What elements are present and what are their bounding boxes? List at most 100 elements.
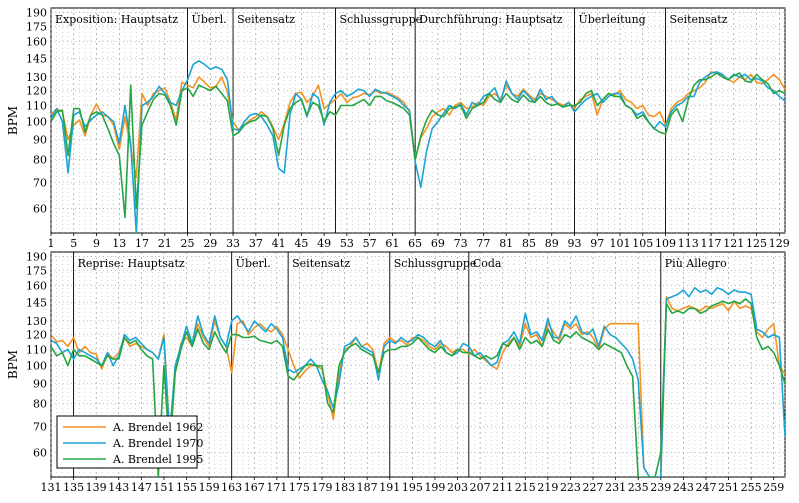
x-tick-label: 219 xyxy=(537,481,558,494)
y-tick-label: 110 xyxy=(26,343,47,356)
section-label: Seitensatz xyxy=(237,13,295,26)
x-tick-label: 167 xyxy=(244,481,265,494)
x-tick-label: 243 xyxy=(673,481,694,494)
section-label: Exposition: Hauptsatz xyxy=(55,13,178,26)
x-tick-label: 191 xyxy=(379,481,400,494)
series-group-top xyxy=(51,59,785,233)
x-tick-label: 13 xyxy=(112,237,126,250)
y-tick-label: 120 xyxy=(26,85,47,98)
y-tick-label: 160 xyxy=(26,280,47,293)
x-tick-label: 255 xyxy=(741,481,762,494)
section-label: Schlussgruppe xyxy=(394,257,477,270)
section-label: Überleitung xyxy=(578,12,645,26)
x-tick-label: 211 xyxy=(492,481,513,494)
x-tick-label: 183 xyxy=(334,481,355,494)
legend-label-1962: A. Brendel 1962 xyxy=(112,421,203,434)
x-tick-label: 179 xyxy=(312,481,333,494)
x-tick-label: 259 xyxy=(763,481,784,494)
x-tick-label: 175 xyxy=(289,481,310,494)
legend-item-1962: A. Brendel 1962 xyxy=(63,421,203,434)
y-tick-label: 70 xyxy=(33,420,47,433)
x-tick-label: 9 xyxy=(93,237,100,250)
x-tick-label: 207 xyxy=(470,481,491,494)
vertical-grid-top xyxy=(50,8,786,233)
x-tick-label: 25 xyxy=(181,237,195,250)
x-tick-label: 21 xyxy=(158,237,172,250)
section-label: Durchführung: Hauptsatz xyxy=(419,13,563,26)
y-tick-label: 90 xyxy=(33,134,47,147)
series-group-bottom xyxy=(51,286,785,477)
x-tick-label: 155 xyxy=(176,481,197,494)
legend: A. Brendel 1962 A. Brendel 1970 A. Brend… xyxy=(56,415,203,469)
y-axis-title: BPM xyxy=(6,350,20,379)
x-tick-label: 159 xyxy=(199,481,220,494)
x-tick-label: 231 xyxy=(605,481,626,494)
x-tick-label: 97 xyxy=(590,237,604,250)
y-tick-label: 110 xyxy=(26,99,47,112)
x-tick-label: 251 xyxy=(718,481,739,494)
x-tick-label: 105 xyxy=(632,237,653,250)
plot-frame-top xyxy=(50,7,786,234)
x-tick-label: 89 xyxy=(545,237,559,250)
y-tick-label: 160 xyxy=(26,36,47,49)
x-tick-label: 29 xyxy=(203,237,217,250)
x-tick-label: 101 xyxy=(609,237,630,250)
y-tick-label: 100 xyxy=(26,360,47,373)
section-label: Coda xyxy=(473,257,502,270)
x-tick-label: 49 xyxy=(317,237,331,250)
section-label: Seitensatz xyxy=(292,257,350,270)
x-tick-label: 45 xyxy=(294,237,308,250)
x-tick-label: 37 xyxy=(249,237,263,250)
x-tick-label: 65 xyxy=(408,237,422,250)
x-tick-label: 77 xyxy=(476,237,490,250)
x-tick-label: 131 xyxy=(41,481,62,494)
x-tick-label: 199 xyxy=(424,481,445,494)
x-tick-label: 61 xyxy=(385,237,399,250)
x-tick-label: 223 xyxy=(560,481,581,494)
y-tick-label: 60 xyxy=(33,203,47,216)
y-tick-label: 175 xyxy=(26,264,47,277)
x-tick-label: 195 xyxy=(402,481,423,494)
y-tick-label: 175 xyxy=(26,20,47,33)
x-tick-label: 1 xyxy=(48,237,55,250)
x-tick-label: 53 xyxy=(340,237,354,250)
x-tick-label: 227 xyxy=(583,481,604,494)
legend-label-1995: A. Brendel 1995 xyxy=(112,453,203,466)
section-label: Schlussgruppe xyxy=(339,13,422,26)
section-label: Seitensatz xyxy=(670,13,728,26)
x-tick-label: 5 xyxy=(70,237,77,250)
x-tick-label: 203 xyxy=(447,481,468,494)
x-tick-label: 125 xyxy=(746,237,767,250)
x-tick-label: 41 xyxy=(272,237,286,250)
section-label: Überl. xyxy=(236,256,271,270)
x-tick-label: 81 xyxy=(499,237,513,250)
legend-item-1995: A. Brendel 1995 xyxy=(63,453,203,466)
y-tick-label: 190 xyxy=(26,250,47,263)
legend-item-1970: A. Brendel 1970 xyxy=(63,437,203,450)
x-tick-label: 171 xyxy=(266,481,287,494)
x-tick-label: 73 xyxy=(454,237,468,250)
series-line-1995 xyxy=(51,298,785,477)
x-tick-label: 247 xyxy=(695,481,716,494)
legend-label-1970: A. Brendel 1970 xyxy=(112,437,203,450)
y-tick-label: 190 xyxy=(26,6,47,19)
x-tick-label: 117 xyxy=(701,237,722,250)
section-label: Reprise: Hauptsatz xyxy=(78,257,185,270)
section-label: Più Allegro xyxy=(665,257,727,270)
y-axis-title: BPM xyxy=(6,106,20,135)
x-tick-label: 135 xyxy=(63,481,84,494)
y-tick-label: 70 xyxy=(33,176,47,189)
y-tick-label: 145 xyxy=(26,296,47,309)
section-label: Überl. xyxy=(192,12,227,26)
x-tick-label: 143 xyxy=(108,481,129,494)
x-tick-label: 151 xyxy=(153,481,174,494)
x-tick-label: 163 xyxy=(221,481,242,494)
x-tick-label: 113 xyxy=(678,237,699,250)
x-tick-label: 121 xyxy=(723,237,744,250)
x-tick-label: 235 xyxy=(628,481,649,494)
x-tick-label: 57 xyxy=(363,237,377,250)
y-tick-label: 130 xyxy=(26,315,47,328)
x-tick-label: 139 xyxy=(86,481,107,494)
